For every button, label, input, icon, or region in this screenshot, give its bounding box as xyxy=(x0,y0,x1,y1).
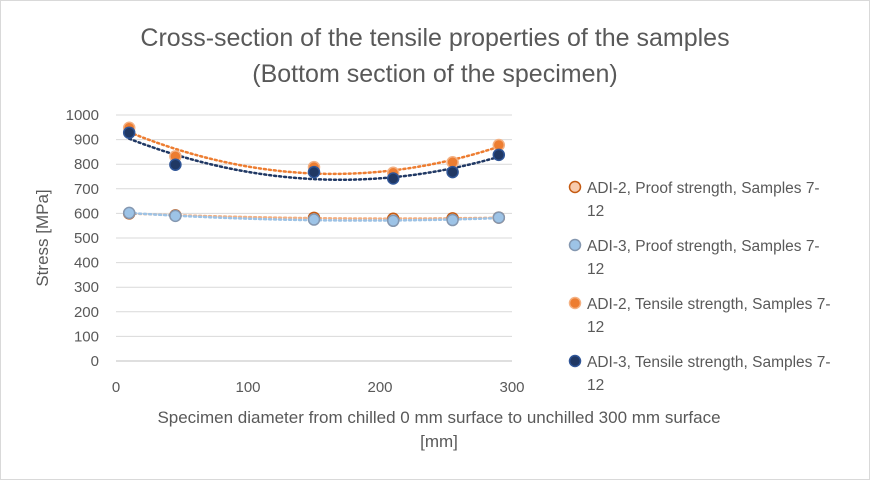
trendline xyxy=(127,137,501,182)
x-tick-label: 200 xyxy=(367,379,392,396)
x-tick-label: 0 xyxy=(112,379,120,396)
y-tick-label: 100 xyxy=(74,328,99,345)
data-point xyxy=(307,213,321,226)
legend-entry-adi3-proof: ADI-3, Proof strength, Samples 7- 12 xyxy=(568,238,820,278)
data-points xyxy=(122,121,506,228)
x-tick-label: 300 xyxy=(499,379,524,396)
legend-marker xyxy=(568,238,582,252)
legend-label-cont: 12 xyxy=(587,261,604,278)
data-point xyxy=(386,214,400,228)
legend-entry-adi2-proof: ADI-2, Proof strength, Samples 7- 12 xyxy=(568,180,820,220)
chart-subtitle: (Bottom section of the specimen) xyxy=(252,60,617,88)
legend-label-cont: 12 xyxy=(587,377,604,394)
y-tick-label: 200 xyxy=(74,304,99,321)
legend-label: ADI-3, Proof strength, Samples 7- xyxy=(587,238,820,255)
legend-label: ADI-2, Proof strength, Samples 7- xyxy=(587,180,820,197)
data-point xyxy=(169,158,182,171)
data-point xyxy=(386,172,400,185)
data-point xyxy=(307,165,321,179)
y-tick-label: 0 xyxy=(91,353,99,370)
legend-marker xyxy=(568,180,582,194)
data-point xyxy=(446,213,459,227)
legend-label: ADI-3, Tensile strength, Samples 7- xyxy=(587,354,831,371)
y-tick-label: 800 xyxy=(74,156,99,173)
x-tick-label: 100 xyxy=(235,379,260,396)
data-point xyxy=(122,126,136,139)
data-point xyxy=(122,206,136,220)
data-point xyxy=(169,209,182,223)
y-axis-ticks: 0 100 200 300 400 500 600 700 800 900 1000 xyxy=(66,107,99,370)
chart-title: Cross-section of the tensile properties … xyxy=(140,24,729,52)
data-point xyxy=(446,165,459,179)
legend-marker xyxy=(568,354,582,368)
y-tick-label: 300 xyxy=(74,279,99,296)
y-tick-label: 400 xyxy=(74,255,99,272)
data-point xyxy=(492,211,506,224)
legend-label-cont: 12 xyxy=(587,203,604,220)
data-point xyxy=(492,148,506,162)
y-tick-label: 1000 xyxy=(66,107,99,124)
x-axis-ticks: 0 100 200 300 xyxy=(112,379,525,396)
legend-entry-adi2-tensile: ADI-2, Tensile strength, Samples 7- 12 xyxy=(568,296,831,336)
x-axis-title-line1: Specimen diameter from chilled 0 mm surf… xyxy=(157,408,720,427)
y-tick-label: 500 xyxy=(74,230,99,247)
x-axis-title-line2: [mm] xyxy=(420,432,458,451)
legend-label: ADI-2, Tensile strength, Samples 7- xyxy=(587,296,831,313)
legend: ADI-2, Proof strength, Samples 7- 12 ADI… xyxy=(568,180,831,394)
y-tick-label: 700 xyxy=(74,181,99,198)
legend-entry-adi3-tensile: ADI-3, Tensile strength, Samples 7- 12 xyxy=(568,354,831,394)
y-tick-label: 900 xyxy=(74,132,99,149)
legend-label-cont: 12 xyxy=(587,319,604,336)
legend-marker xyxy=(568,296,582,310)
y-axis-title: Stress [MPa] xyxy=(33,189,52,286)
y-tick-label: 600 xyxy=(74,205,99,222)
